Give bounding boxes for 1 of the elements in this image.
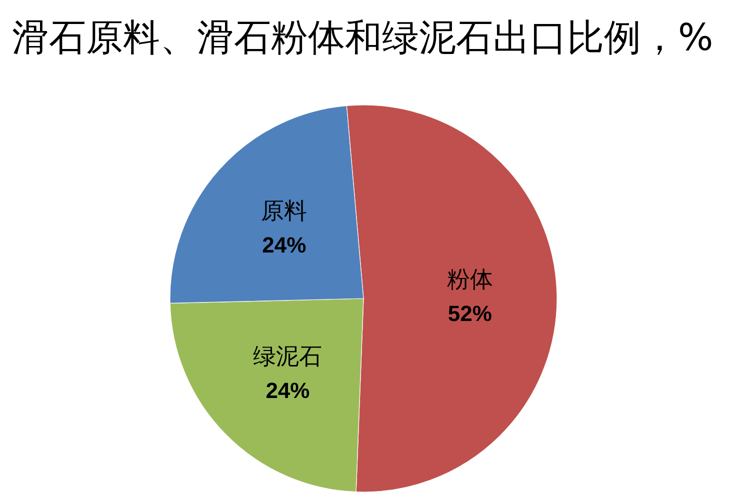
title: 滑石原料、滑石粉体和绿泥石出口比例，% [12, 16, 714, 59]
